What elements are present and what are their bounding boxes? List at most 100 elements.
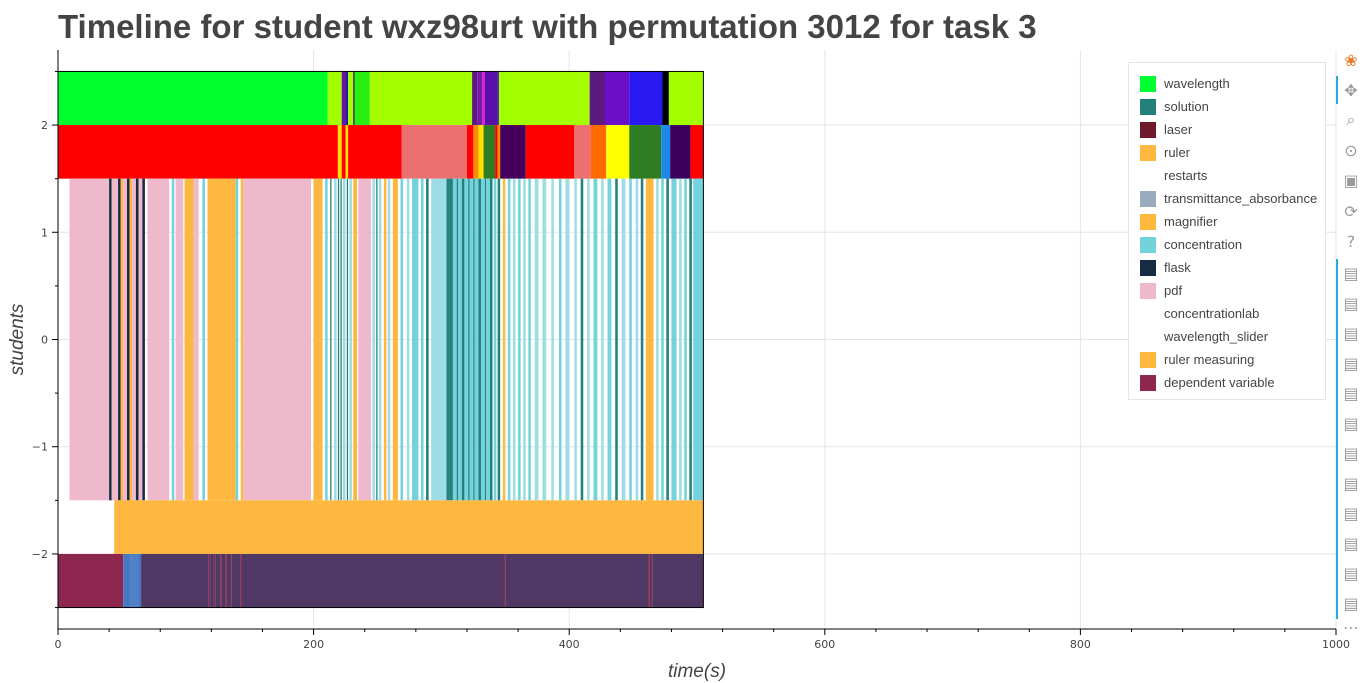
timeline-segment bbox=[601, 178, 604, 501]
timeline-segment bbox=[474, 178, 479, 501]
timeline-segment bbox=[493, 178, 497, 501]
timeline-segment bbox=[661, 178, 664, 501]
timeline-segment bbox=[621, 178, 626, 501]
legend-item[interactable]: concentration bbox=[1140, 233, 1325, 256]
hover-icon-6[interactable]: ▤ bbox=[1343, 413, 1359, 433]
legend-item[interactable]: concentrationlab bbox=[1140, 302, 1325, 325]
timeline-segment bbox=[184, 178, 194, 501]
timeline-segment bbox=[376, 178, 378, 501]
timeline-segment bbox=[58, 125, 338, 179]
legend-label: concentrationlab bbox=[1164, 306, 1260, 321]
timeline-segment bbox=[500, 71, 590, 126]
timeline-segment bbox=[378, 178, 382, 501]
hover-icon-2[interactable]: ▤ bbox=[1343, 293, 1359, 313]
hover-icon-12[interactable]: ▤ bbox=[1343, 593, 1359, 613]
hover-icon-7[interactable]: ▤ bbox=[1343, 443, 1359, 463]
hover-icon-11[interactable]: ▤ bbox=[1343, 563, 1359, 583]
timeline-segment bbox=[580, 178, 584, 501]
timeline-segment bbox=[512, 178, 516, 501]
legend-item[interactable]: pdf bbox=[1140, 279, 1325, 302]
timeline-segment bbox=[337, 125, 342, 179]
timeline-segment bbox=[478, 178, 482, 501]
timeline-segment bbox=[477, 71, 483, 126]
timeline-segment bbox=[525, 125, 575, 179]
more-tools-icon[interactable]: ⋯ bbox=[1343, 617, 1359, 637]
timeline-segment bbox=[337, 178, 340, 501]
hover-icon-9[interactable]: ▤ bbox=[1343, 503, 1359, 523]
timeline-segment bbox=[590, 125, 607, 179]
legend-swatch bbox=[1140, 98, 1156, 115]
timeline-segment bbox=[668, 71, 704, 126]
timeline-segment bbox=[242, 553, 505, 608]
timeline-segment bbox=[353, 71, 355, 126]
legend-item[interactable]: ruler bbox=[1140, 141, 1325, 164]
timeline-segment bbox=[135, 178, 139, 501]
timeline-segment bbox=[484, 178, 487, 501]
timeline-segment bbox=[458, 178, 462, 501]
timeline-segment bbox=[420, 178, 424, 501]
timeline-segment bbox=[468, 178, 470, 501]
timeline-segment bbox=[406, 178, 410, 501]
timeline-segment bbox=[589, 71, 605, 126]
hover-icon-1[interactable]: ▤ bbox=[1343, 263, 1359, 283]
timeline-segment bbox=[466, 125, 474, 179]
legend-item[interactable]: transmittance_absorbance bbox=[1140, 187, 1325, 210]
timeline-segment bbox=[193, 178, 199, 501]
hover-icon-4[interactable]: ▤ bbox=[1343, 353, 1359, 373]
timeline-segment bbox=[114, 500, 704, 554]
legend-item[interactable]: flask bbox=[1140, 256, 1325, 279]
timeline-segment bbox=[662, 71, 669, 126]
timeline-segment bbox=[486, 178, 490, 501]
legend-item[interactable]: wavelength_slider bbox=[1140, 325, 1325, 348]
legend-item[interactable]: magnifier bbox=[1140, 210, 1325, 233]
timeline-segment bbox=[342, 178, 346, 501]
timeline-segment bbox=[693, 178, 704, 501]
y-tick-label: 2 bbox=[41, 119, 48, 132]
timeline-segment bbox=[635, 178, 639, 501]
legend-item[interactable]: restarts bbox=[1140, 164, 1325, 187]
timeline-segment bbox=[345, 125, 349, 179]
chart-toolbar: ❀ ✥ ⌕ ⊙ ▣ ⟳? ▤ ▤ ▤ ▤ ▤ ▤ ▤ ▤ ▤ ▤ ▤ ▤ ⋯ bbox=[1336, 46, 1366, 637]
timeline-segment bbox=[461, 178, 465, 501]
timeline-segment bbox=[138, 553, 142, 608]
timeline-segment bbox=[523, 178, 526, 501]
timeline-segment bbox=[243, 178, 312, 501]
timeline-segment bbox=[478, 125, 484, 179]
reset-icon[interactable]: ⟳ bbox=[1344, 201, 1358, 221]
legend-item[interactable]: laser bbox=[1140, 118, 1325, 141]
timeline-segment bbox=[118, 178, 121, 501]
legend: wavelength solution laser ruler restarts tran… bbox=[1128, 62, 1326, 400]
hover-icon-10[interactable]: ▤ bbox=[1343, 533, 1359, 553]
timeline-segment bbox=[615, 178, 618, 501]
wheel-zoom-icon[interactable]: ⊙ bbox=[1344, 140, 1358, 160]
legend-label: wavelength bbox=[1164, 76, 1230, 91]
legend-item[interactable]: ruler measuring bbox=[1140, 348, 1325, 371]
help-icon[interactable]: ? bbox=[1346, 231, 1356, 251]
timeline-segment bbox=[497, 178, 501, 501]
timeline-segment bbox=[483, 125, 496, 179]
legend-item[interactable]: dependent variable bbox=[1140, 371, 1325, 394]
y-axis-label: students bbox=[7, 303, 28, 375]
save-icon[interactable]: ▣ bbox=[1343, 170, 1359, 190]
legend-swatch bbox=[1140, 259, 1156, 276]
timeline-segment bbox=[141, 553, 209, 608]
timeline-segment bbox=[656, 178, 659, 501]
timeline-segment bbox=[230, 553, 232, 608]
legend-item[interactable]: wavelength bbox=[1140, 72, 1325, 95]
x-tick-label: 600 bbox=[814, 638, 835, 651]
hover-icon-5[interactable]: ▤ bbox=[1343, 383, 1359, 403]
hover-icon-3[interactable]: ▤ bbox=[1343, 323, 1359, 343]
timeline-segment bbox=[202, 178, 205, 501]
bokeh-logo-icon[interactable]: ❀ bbox=[1344, 50, 1358, 70]
hover-icon-8[interactable]: ▤ bbox=[1343, 473, 1359, 493]
legend-label: laser bbox=[1164, 122, 1193, 137]
legend-item[interactable]: solution bbox=[1140, 95, 1325, 118]
timeline-segment bbox=[341, 71, 346, 126]
pan-icon[interactable]: ✥ bbox=[1344, 80, 1358, 100]
timeline-segment bbox=[127, 178, 130, 501]
box-zoom-icon[interactable]: ⌕ bbox=[1346, 110, 1356, 129]
timeline-segment bbox=[231, 553, 241, 608]
timeline-segment bbox=[565, 178, 570, 501]
timeline-segment bbox=[684, 178, 687, 501]
